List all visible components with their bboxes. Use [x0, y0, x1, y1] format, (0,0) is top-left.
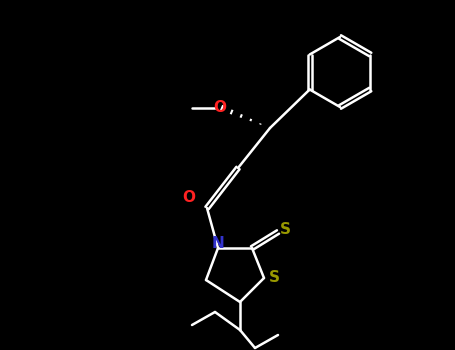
Text: S: S	[268, 271, 279, 286]
Text: O: O	[182, 190, 196, 205]
Text: N: N	[212, 236, 224, 251]
Text: S: S	[279, 223, 290, 238]
Text: O: O	[213, 100, 227, 116]
